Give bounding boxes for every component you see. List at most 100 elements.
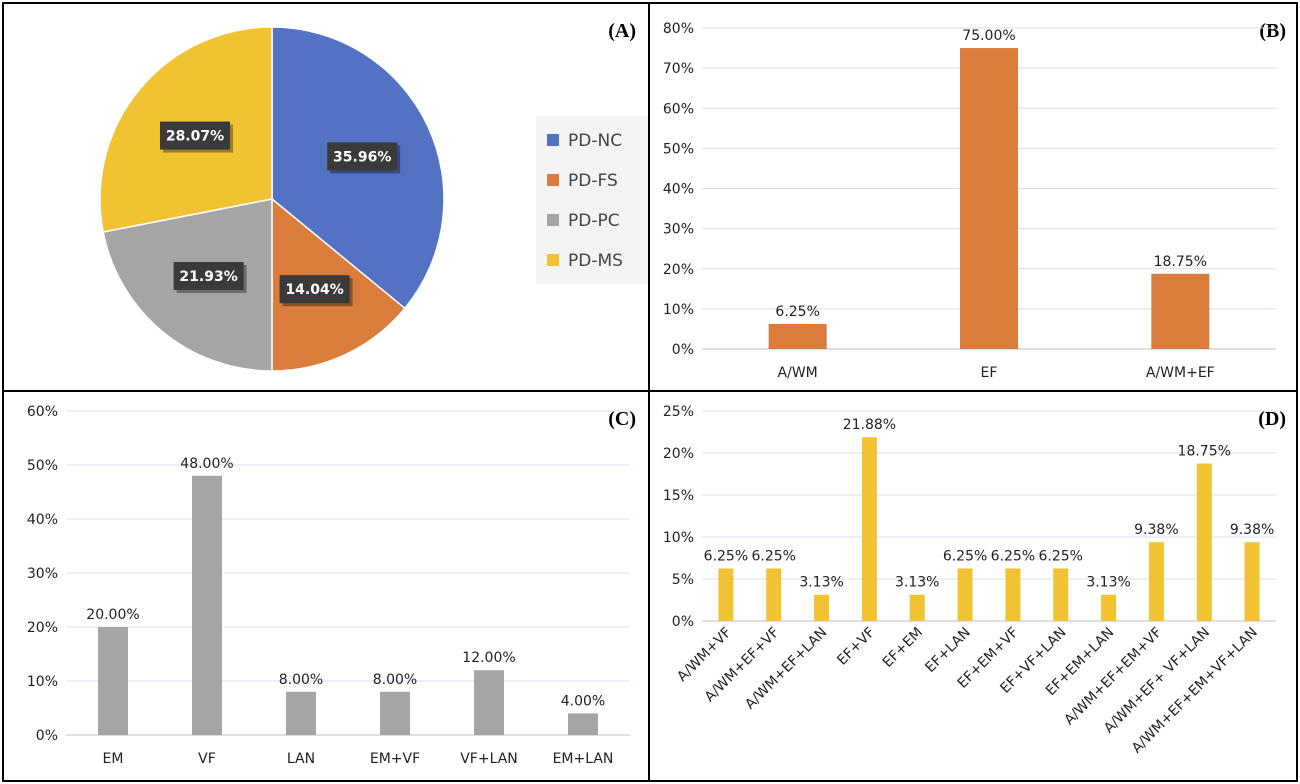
data-label-d-a-wm-ef-em-vf: 9.38% <box>1134 522 1178 538</box>
bar-d-ef-em <box>909 594 925 621</box>
bar-c-lan <box>286 691 316 735</box>
legend-entry-pd-nc: PD-NC <box>568 131 622 151</box>
x-tick-d-a-wm-ef-lan: A/WM+EF+LAN <box>742 625 830 713</box>
x-tick-c-em-lan: EM+LAN <box>553 751 614 767</box>
data-label-d-ef-em-lan: 3.13% <box>1086 575 1130 591</box>
bar-c-vf <box>192 475 222 735</box>
panel-label-d: (D) <box>1258 408 1286 430</box>
data-label-d-a-wm-ef-lan: 3.13% <box>799 575 843 591</box>
y-tick-c: 60% <box>27 404 58 420</box>
data-label-c-em: 20.00% <box>86 607 139 623</box>
bar-c-vf-lan <box>474 670 504 735</box>
y-tick-b: 10% <box>663 302 694 318</box>
y-tick-c: 0% <box>36 728 58 744</box>
legend-swatch-pd-pc <box>547 214 559 226</box>
bar-chart-c-svg: (C) 0% 10% 20% 30% 40% 50% 60% 20.00% EM 48.00% VF… <box>27 404 636 767</box>
y-tick-d: 0% <box>672 614 694 630</box>
data-label-d-ef-lan: 6.25% <box>943 549 987 565</box>
pie-data-label-pd-pc: 21.93% <box>179 269 237 285</box>
x-tick-c-vf-lan: VF+LAN <box>460 751 518 767</box>
y-tick-c: 40% <box>27 512 58 528</box>
x-tick-b-a-wm: A/WM <box>778 365 818 381</box>
data-label-d-a-wm-ef-vf: 6.25% <box>752 549 796 565</box>
data-label-d-a-wm-ef-vf-lan: 18.75% <box>1178 444 1231 460</box>
bar-chart-d-svg: (D) 0%5%10%15%20%25%6.25%A/WM+VF6.25%A/W… <box>663 404 1286 757</box>
data-label-d-ef-vf: 21.88% <box>843 417 896 433</box>
pie-legend: PD-NC PD-FS PD-PC PD-MS <box>536 116 648 284</box>
y-tick-b: 40% <box>663 182 694 198</box>
bar-d-ef-lan <box>957 568 973 621</box>
panel-label-c: (C) <box>608 408 636 430</box>
bar-d-a-wm-ef-em-vf-lan <box>1244 542 1260 621</box>
bar-chart-b-svg: (B) 0% 10% 20% 30% 40% 50% 60% 70% 80% 6.25% A/WM 7… <box>663 20 1286 381</box>
y-tick-b: 30% <box>663 222 694 238</box>
y-tick-b: 80% <box>663 21 694 37</box>
panel-c-bar-chart: (C) 0% 10% 20% 30% 40% 50% 60% 20.00% EM 48.00% VF… <box>2 390 650 782</box>
pie-slices: 35.96% 14.04% 21.93% 28.07% <box>99 26 445 372</box>
x-tick-c-vf: VF <box>198 751 216 767</box>
y-tick-b: 70% <box>663 61 694 77</box>
bar-b-ef <box>960 48 1018 349</box>
data-label-b-a-wm: 6.25% <box>775 304 819 320</box>
bar-c-em-lan <box>568 713 598 735</box>
y-tick-b: 60% <box>663 101 694 117</box>
panel-d-bar-chart: (D) 0% 5% 10% 15% 20% 25% 6.25% A/WM+VF 6.25% A/W… <box>648 390 1298 782</box>
x-tick-d-ef-em: EF+EM <box>880 625 926 671</box>
panel-a-pie-chart: (A) 35.96% 14.04% 21.93% 28.07% PD-NC PD-FS P… <box>2 2 650 392</box>
y-tick-b: 0% <box>672 342 694 358</box>
y-tick-b: 20% <box>663 262 694 278</box>
bar-d-a-wm-ef-vf <box>766 568 782 621</box>
y-tick-b: 50% <box>663 141 694 157</box>
data-label-d-ef-em: 3.13% <box>895 575 939 591</box>
data-label-b-ef: 75.00% <box>962 28 1015 44</box>
data-label-d-a-wm-ef-em-vf-lan: 9.38% <box>1230 522 1274 538</box>
bar-c-em <box>98 627 128 735</box>
pie-label-box <box>173 262 244 291</box>
legend-entry-pd-pc: PD-PC <box>568 211 620 231</box>
y-tick-c: 20% <box>27 620 58 636</box>
pie-label-box <box>159 121 230 150</box>
data-label-c-vf-lan: 12.00% <box>462 650 515 666</box>
pie-data-label-pd-fs: 14.04% <box>285 282 343 298</box>
data-label-c-em-vf: 8.00% <box>373 672 417 688</box>
y-tick-c: 10% <box>27 674 58 690</box>
y-tick-d: 25% <box>663 404 694 420</box>
bar-d-ef-em-vf <box>1005 568 1021 621</box>
x-tick-c-em-vf: EM+VF <box>370 751 420 767</box>
panel-label-b: (B) <box>1259 20 1286 42</box>
bar-b-a-wm <box>768 323 827 349</box>
bar-d-ef-vf-lan <box>1053 568 1069 621</box>
y-tick-d: 20% <box>663 446 694 462</box>
y-tick-d: 10% <box>663 530 694 546</box>
data-label-d-a-wm-vf: 6.25% <box>704 549 748 565</box>
data-label-d-ef-em-vf: 6.25% <box>991 549 1035 565</box>
data-label-d-ef-vf-lan: 6.25% <box>1039 549 1083 565</box>
bar-d-a-wm-ef-em-vf <box>1148 542 1164 621</box>
x-tick-d-ef-vf: EF+VF <box>834 625 878 669</box>
legend-swatch-pd-nc <box>547 134 559 146</box>
x-tick-b-a-wm-ef: A/WM+EF <box>1146 365 1215 381</box>
legend-swatch-pd-fs <box>547 174 559 186</box>
bar-c-em-vf <box>380 691 410 735</box>
panel-label-a: (A) <box>608 20 636 42</box>
bar-d-a-wm-ef-vf-lan <box>1196 463 1212 621</box>
x-tick-b-ef: EF <box>981 365 998 381</box>
data-label-c-em-lan: 4.00% <box>561 693 605 709</box>
bar-d-a-wm-vf <box>718 568 734 621</box>
pie-label-box <box>279 275 350 304</box>
pie-label-box <box>327 142 398 171</box>
panel-b-bar-chart: (B) 0% 10% 20% 30% 40% 50% 60% 70% 80% 6.25% A/WM 7… <box>648 2 1298 392</box>
data-label-c-vf: 48.00% <box>180 456 233 472</box>
legend-swatch-pd-ms <box>547 254 559 266</box>
pie-chart-svg: (A) 35.96%14.04%21.93%28.07% PD-NCPD-FSP… <box>99 20 648 372</box>
y-tick-d: 5% <box>672 572 694 588</box>
x-tick-c-lan: LAN <box>287 751 315 767</box>
x-tick-c-em: EM <box>103 751 124 767</box>
data-label-b-a-wm-ef: 18.75% <box>1154 254 1207 270</box>
legend-entry-pd-ms: PD-MS <box>568 251 623 271</box>
pie-data-label-pd-ms: 28.07% <box>166 129 224 145</box>
bar-d-a-wm-ef-lan <box>814 594 830 621</box>
bar-d-ef-vf <box>861 437 877 621</box>
y-tick-d: 15% <box>663 488 694 504</box>
bar-d-ef-em-lan <box>1101 594 1117 621</box>
